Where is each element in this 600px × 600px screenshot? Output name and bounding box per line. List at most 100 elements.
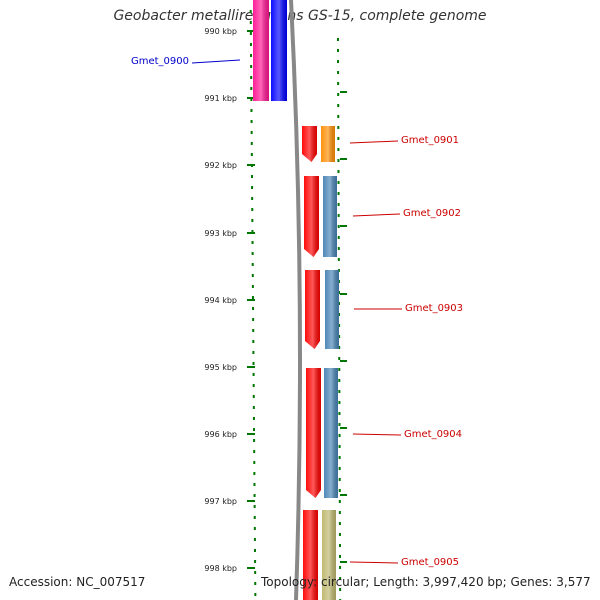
page-title: Geobacter metallireducens GS-15, complet… [113, 8, 487, 24]
kbp-tick-mark [247, 164, 255, 166]
tick-dot [337, 104, 340, 107]
minor-tick-mark [340, 293, 347, 295]
tick-dot [337, 82, 340, 85]
gene-bar-shading [305, 270, 320, 349]
tick-dot [253, 461, 256, 464]
tick-dot [337, 203, 340, 206]
tick-dot [251, 274, 254, 277]
tick-dot [253, 494, 256, 497]
kbp-tick-label: 991 kbp [204, 94, 237, 103]
tick-dot [339, 566, 342, 569]
gene-features [253, 0, 339, 600]
gene-Gmet_0905[interactable] [303, 510, 336, 600]
tick-dot [253, 450, 256, 453]
gene-bar-shading [302, 126, 317, 162]
tick-dot [337, 225, 340, 228]
kbp-tick-label: 992 kbp [204, 161, 237, 170]
gene-label-leader [352, 213, 401, 217]
tick-dot [338, 324, 341, 327]
gene-bar-shading [325, 270, 339, 349]
tick-dot [254, 582, 257, 585]
tick-dot [337, 192, 340, 195]
tick-dot [337, 247, 340, 250]
tick-dot [338, 335, 341, 338]
genome-stats-text: Topology: circular; Length: 3,997,420 bp… [261, 575, 591, 589]
tick-dot [252, 384, 255, 387]
tick-dot [338, 456, 341, 459]
tick-dot [253, 483, 256, 486]
kbp-tick-mark [247, 299, 255, 301]
gene-Gmet_0901[interactable] [302, 126, 335, 162]
tick-dot [249, 21, 252, 24]
gene-Gmet_0900[interactable] [253, 0, 287, 101]
tick-dot [338, 478, 341, 481]
minor-tick-mark [340, 561, 347, 563]
tick-dot [338, 423, 341, 426]
gene-bar-shading [253, 0, 269, 101]
gene-label-leader [352, 433, 402, 436]
tick-dot [252, 395, 255, 398]
tick-dot [337, 214, 340, 217]
tick-dot [338, 500, 341, 503]
tick-dot [339, 555, 342, 558]
gene-Gmet_0902[interactable] [304, 176, 337, 257]
tick-dot [249, 32, 252, 35]
tick-dot [337, 93, 340, 96]
gene-bar-shading [303, 510, 318, 600]
gene-labels: Gmet_0900 Gmet_0901 Gmet_0902 Gmet_0903 Gmet… [131, 56, 463, 568]
tick-dot [252, 373, 255, 376]
tick-dot [337, 148, 340, 151]
tick-dot [338, 489, 341, 492]
minor-tick-mark [340, 225, 347, 227]
tick-dot [251, 208, 254, 211]
gene-Gmet_0903[interactable] [305, 270, 339, 349]
tick-dot [252, 362, 255, 365]
tick-dot [337, 71, 340, 74]
kbp-tick-label: 995 kbp [204, 363, 237, 372]
tick-dot [253, 505, 256, 508]
tick-dot [249, 43, 252, 46]
tick-dot [253, 439, 256, 442]
tick-dot [338, 533, 341, 536]
tick-dot [338, 302, 341, 305]
gene-label-leader [349, 561, 399, 564]
tick-dot [251, 252, 254, 255]
gene-bar-shading [324, 368, 338, 498]
gene-label[interactable]: Gmet_0903 [405, 303, 463, 314]
tick-dot [250, 142, 253, 145]
kbp-tick-mark [247, 30, 255, 32]
kbp-tick-label: 994 kbp [204, 296, 237, 305]
minor-tick-mark [340, 494, 347, 496]
gene-label[interactable]: Gmet_0901 [401, 135, 459, 146]
gene-label[interactable]: Gmet_0902 [403, 208, 461, 219]
gene-bar-shading [304, 176, 319, 257]
minor-tick-mark [340, 158, 347, 160]
tick-dot [251, 197, 254, 200]
tick-dot [250, 54, 253, 57]
tick-dot [252, 307, 255, 310]
tick-dot [338, 379, 341, 382]
tick-dot [253, 516, 256, 519]
gene-label[interactable]: Gmet_0905 [401, 557, 459, 568]
tick-dot [254, 560, 257, 563]
tick-dot [337, 60, 340, 63]
tick-dot [251, 285, 254, 288]
tick-dot [253, 549, 256, 552]
tick-dot [250, 76, 253, 79]
tick-dot [250, 153, 253, 156]
tick-dot [252, 406, 255, 409]
tick-dot [250, 98, 253, 101]
gene-label[interactable]: Gmet_0900 [131, 56, 189, 67]
tick-dot [250, 87, 253, 90]
gene-label[interactable]: Gmet_0904 [404, 429, 462, 440]
kbp-tick-mark [247, 567, 255, 569]
tick-dot [250, 131, 253, 134]
tick-dot [251, 263, 254, 266]
gene-Gmet_0904[interactable] [306, 368, 338, 498]
tick-dot [251, 296, 254, 299]
gene-bar-shading [323, 176, 337, 257]
gene-label-leader [191, 59, 241, 64]
tick-dot [338, 390, 341, 393]
tick-dots [249, 10, 342, 600]
